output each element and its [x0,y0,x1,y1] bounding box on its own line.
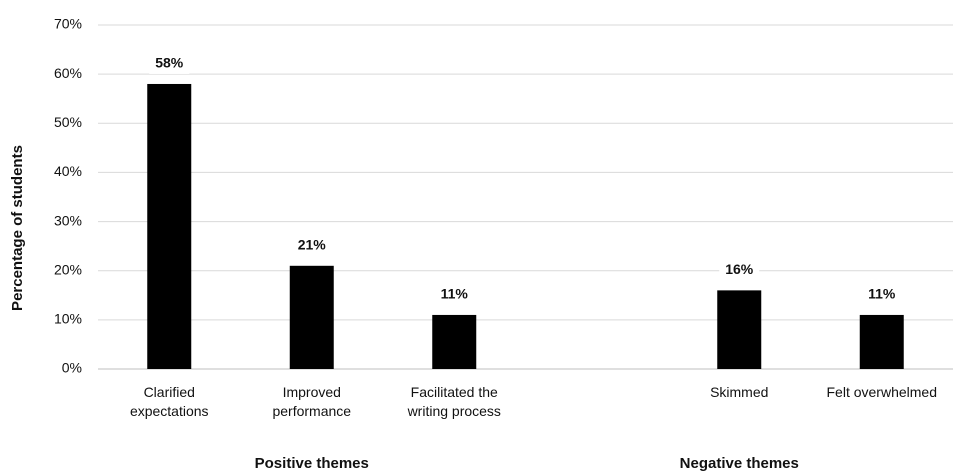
y-tick-label: 20% [54,261,82,277]
y-tick-label: 60% [54,65,82,81]
y-tick-label: 70% [54,16,82,32]
x-tick-label: Skimmed [710,384,769,400]
x-tick-label: Felt overwhelmed [826,384,938,400]
group-label: Positive themes [255,455,369,472]
x-tick-label: Improved performance [272,384,352,419]
y-axis-label: Percentage of students [9,145,26,311]
value-label: 16% [725,261,754,277]
value-label-bg [291,235,332,256]
value-label-bg [719,260,760,281]
y-tick-label: 10% [54,311,82,327]
value-label-bg [861,284,902,305]
y-tick-label: 40% [54,163,82,179]
bar [717,290,762,369]
value-label: 58% [155,55,184,71]
x-tick-label: Facilitated the writing process [407,384,501,419]
bar [859,314,904,369]
y-tick-label: 30% [54,212,82,228]
value-label-bg [149,53,190,74]
value-label: 21% [298,237,327,253]
y-tick-label: 0% [62,360,82,376]
value-label-bg [434,284,475,305]
group-label: Negative themes [680,455,799,472]
value-label: 11% [441,286,469,302]
bar [147,83,192,369]
bar [432,314,477,369]
bar [289,265,334,369]
value-label: 11% [868,286,896,302]
x-tick-label: Clarified expectations [129,384,209,419]
y-tick-label: 50% [54,114,82,130]
